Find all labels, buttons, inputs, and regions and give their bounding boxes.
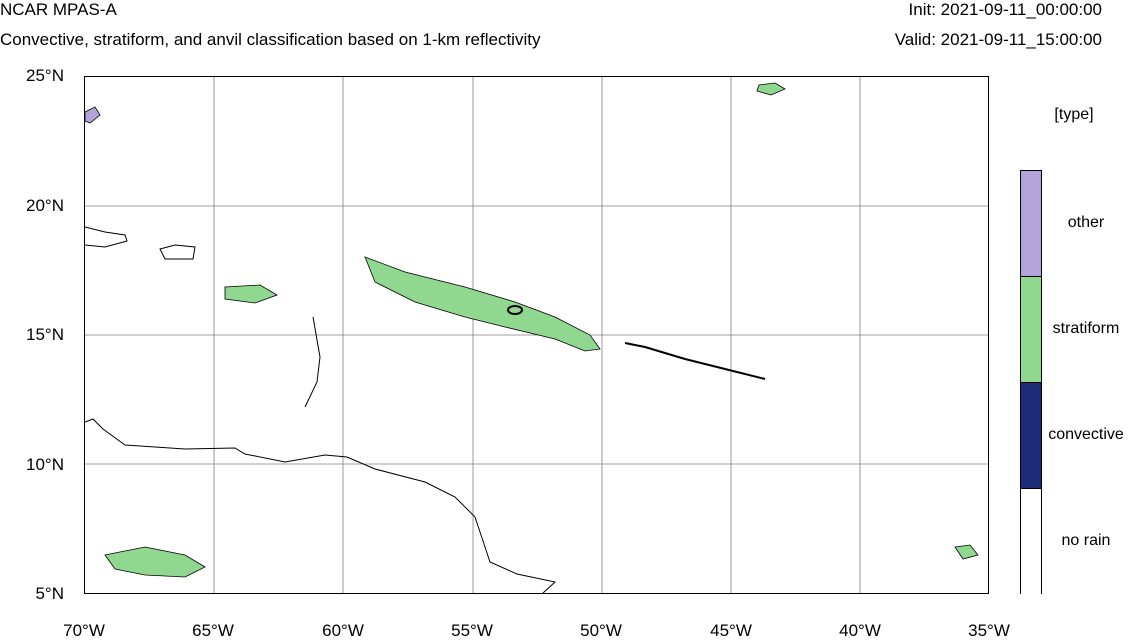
legend-swatch-convective (1021, 383, 1041, 489)
legend-swatch-stratiform (1021, 277, 1041, 383)
y-tick-5n: 5°N (35, 584, 64, 603)
y-tick-20n: 20°N (26, 196, 64, 215)
x-tick-70w: 70°W (63, 621, 105, 640)
y-tick-25n: 25°N (26, 66, 64, 85)
legend-label-other: other (1067, 214, 1105, 231)
x-tick-40w: 40°W (839, 621, 881, 640)
legend-title: [type] (1054, 106, 1094, 123)
map-canvas (84, 77, 988, 594)
coastlines (84, 226, 557, 594)
legend-swatch-other (1021, 171, 1041, 277)
puerto-rico-coast (159, 244, 196, 260)
hispaniola-coast (84, 226, 128, 248)
stratiform-band-trail (624, 342, 766, 380)
map-subtitle: Convective, stratiform, and anvil classi… (0, 30, 541, 49)
map-plot-area (84, 76, 989, 594)
x-tick-35w: 35°W (968, 621, 1010, 640)
x-tick-65w: 65°W (192, 621, 234, 640)
stratiform-west-cluster (224, 284, 278, 304)
isolated-contour (507, 305, 523, 315)
map-title: NCAR MPAS-A (0, 0, 117, 19)
legend-swatch-no-rain (1021, 489, 1041, 595)
y-tick-10n: 10°N (26, 455, 64, 474)
legend-label-no-rain: no rain (1061, 532, 1111, 549)
stratiform-east-cluster (954, 544, 979, 560)
other-precip-patch (84, 106, 101, 124)
init-time-label: Init: 2021-09-11_00:00:00 (908, 0, 1102, 19)
legend-label-stratiform: stratiform (1052, 320, 1120, 337)
graticule (85, 77, 988, 593)
x-tick-60w: 60°W (322, 621, 364, 640)
precip-shapes (84, 82, 979, 578)
stratiform-north-cluster (756, 82, 786, 96)
x-tick-55w: 55°W (451, 621, 493, 640)
legend-colorbar (1020, 170, 1042, 595)
south-america-coast (84, 418, 557, 594)
x-tick-50w: 50°W (580, 621, 622, 640)
stratiform-south-cluster (104, 546, 206, 578)
x-tick-45w: 45°W (710, 621, 752, 640)
stratiform-main-cluster (364, 256, 601, 352)
lesser-antilles-arc (304, 316, 321, 408)
y-tick-15n: 15°N (26, 325, 64, 344)
legend-label-convective: convective (1048, 426, 1124, 443)
valid-time-label: Valid: 2021-09-11_15:00:00 (894, 30, 1102, 49)
